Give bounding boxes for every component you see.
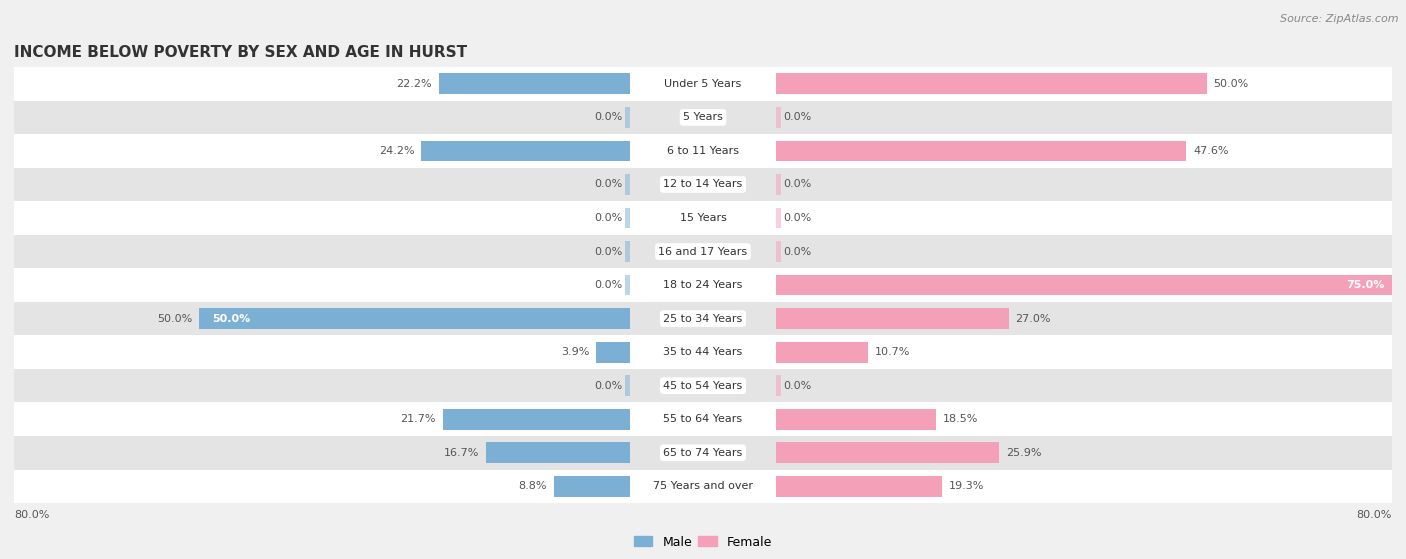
- Text: 22.2%: 22.2%: [396, 79, 432, 89]
- Bar: [776, 107, 780, 128]
- Bar: [14, 134, 1392, 168]
- Text: 0.0%: 0.0%: [595, 381, 623, 391]
- Text: 15 Years: 15 Years: [679, 213, 727, 223]
- Text: 0.0%: 0.0%: [595, 179, 623, 190]
- Text: 10.7%: 10.7%: [875, 347, 911, 357]
- Text: 27.0%: 27.0%: [1015, 314, 1052, 324]
- Text: INCOME BELOW POVERTY BY SEX AND AGE IN HURST: INCOME BELOW POVERTY BY SEX AND AGE IN H…: [14, 45, 467, 60]
- Bar: [422, 140, 630, 162]
- Bar: [776, 241, 780, 262]
- Text: 18.5%: 18.5%: [942, 414, 977, 424]
- Text: 0.0%: 0.0%: [595, 247, 623, 257]
- Text: 50.0%: 50.0%: [1213, 79, 1249, 89]
- Bar: [443, 409, 630, 430]
- Text: 0.0%: 0.0%: [783, 112, 811, 122]
- Bar: [14, 302, 1392, 335]
- Bar: [626, 174, 630, 195]
- Bar: [439, 73, 630, 94]
- Bar: [776, 207, 780, 229]
- Bar: [14, 335, 1392, 369]
- Text: 0.0%: 0.0%: [595, 213, 623, 223]
- Bar: [776, 308, 1008, 329]
- Text: 25 to 34 Years: 25 to 34 Years: [664, 314, 742, 324]
- Text: 50.0%: 50.0%: [157, 314, 193, 324]
- Text: 16 and 17 Years: 16 and 17 Years: [658, 247, 748, 257]
- Bar: [626, 274, 630, 296]
- Text: 47.6%: 47.6%: [1194, 146, 1229, 156]
- Bar: [14, 67, 1392, 101]
- Bar: [776, 342, 869, 363]
- Text: 0.0%: 0.0%: [783, 247, 811, 257]
- Bar: [596, 342, 630, 363]
- Text: 6 to 11 Years: 6 to 11 Years: [666, 146, 740, 156]
- Text: 65 to 74 Years: 65 to 74 Years: [664, 448, 742, 458]
- Bar: [776, 409, 935, 430]
- Bar: [776, 442, 1000, 463]
- Text: 0.0%: 0.0%: [783, 179, 811, 190]
- Bar: [626, 107, 630, 128]
- Bar: [776, 375, 780, 396]
- Text: 80.0%: 80.0%: [1357, 510, 1392, 520]
- Text: 5 Years: 5 Years: [683, 112, 723, 122]
- Text: 16.7%: 16.7%: [444, 448, 479, 458]
- Text: 45 to 54 Years: 45 to 54 Years: [664, 381, 742, 391]
- Text: 0.0%: 0.0%: [595, 112, 623, 122]
- Bar: [14, 101, 1392, 134]
- Bar: [776, 476, 942, 497]
- Text: 19.3%: 19.3%: [949, 481, 984, 491]
- Text: 0.0%: 0.0%: [783, 381, 811, 391]
- Bar: [776, 140, 1187, 162]
- Bar: [14, 235, 1392, 268]
- Bar: [14, 369, 1392, 402]
- Text: 75.0%: 75.0%: [1347, 280, 1385, 290]
- Bar: [14, 168, 1392, 201]
- Text: 55 to 64 Years: 55 to 64 Years: [664, 414, 742, 424]
- Text: 35 to 44 Years: 35 to 44 Years: [664, 347, 742, 357]
- Bar: [14, 470, 1392, 503]
- Bar: [200, 308, 630, 329]
- Bar: [626, 375, 630, 396]
- Bar: [14, 201, 1392, 235]
- Text: 18 to 24 Years: 18 to 24 Years: [664, 280, 742, 290]
- Text: 80.0%: 80.0%: [14, 510, 49, 520]
- Text: 50.0%: 50.0%: [212, 314, 250, 324]
- Bar: [776, 174, 780, 195]
- Bar: [486, 442, 630, 463]
- Text: Source: ZipAtlas.com: Source: ZipAtlas.com: [1281, 14, 1399, 24]
- Bar: [14, 402, 1392, 436]
- Text: 12 to 14 Years: 12 to 14 Years: [664, 179, 742, 190]
- Bar: [626, 241, 630, 262]
- Text: 24.2%: 24.2%: [378, 146, 415, 156]
- Text: 8.8%: 8.8%: [519, 481, 547, 491]
- Text: 21.7%: 21.7%: [401, 414, 436, 424]
- Text: Under 5 Years: Under 5 Years: [665, 79, 741, 89]
- Text: 0.0%: 0.0%: [595, 280, 623, 290]
- Bar: [14, 436, 1392, 470]
- Bar: [776, 274, 1406, 296]
- Text: 3.9%: 3.9%: [561, 347, 589, 357]
- Text: 75 Years and over: 75 Years and over: [652, 481, 754, 491]
- Legend: Male, Female: Male, Female: [628, 530, 778, 553]
- Bar: [626, 207, 630, 229]
- Text: 25.9%: 25.9%: [1007, 448, 1042, 458]
- Bar: [14, 268, 1392, 302]
- Bar: [776, 73, 1206, 94]
- Text: 0.0%: 0.0%: [783, 213, 811, 223]
- Bar: [554, 476, 630, 497]
